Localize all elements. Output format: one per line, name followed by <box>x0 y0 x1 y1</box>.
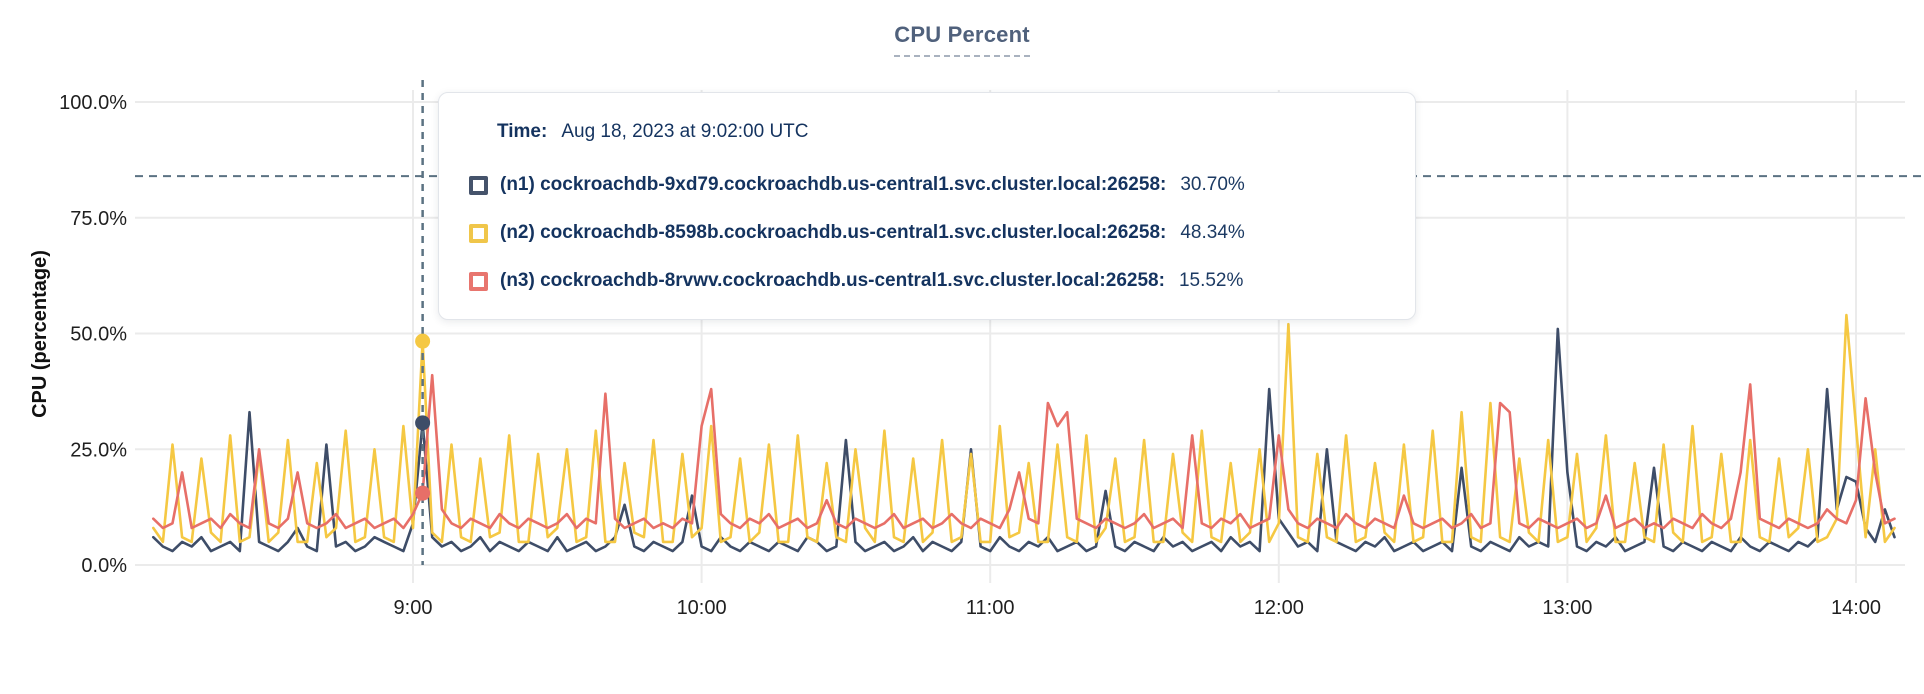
x-tick-label: 11:00 <box>966 597 1015 619</box>
x-tick-label: 10:00 <box>677 597 727 619</box>
tooltip-row-label: (n2) cockroachdb-8598b.cockroachdb.us-ce… <box>500 222 1167 243</box>
y-tick-label: 100.0% <box>59 92 127 114</box>
y-tick-label: 25.0% <box>70 439 127 461</box>
cursor-dot-n1 <box>415 415 431 431</box>
x-tick-label: 14:00 <box>1831 597 1881 619</box>
hover-tooltip: Time: Aug 18, 2023 at 9:02:00 UTC (n1) co… <box>438 92 1416 320</box>
tooltip-row-value: 30.70% <box>1180 174 1245 195</box>
tooltip-row-value: 48.34% <box>1180 222 1245 243</box>
x-tick-label: 13:00 <box>1542 597 1592 619</box>
series-swatch-n3-icon <box>469 271 488 291</box>
tooltip-row-n2: (n2) cockroachdb-8598b.cockroachdb.us-ce… <box>469 209 1415 257</box>
tooltip-time-value: Aug 18, 2023 at 9:02:00 UTC <box>561 121 809 142</box>
x-tick-label: 12:00 <box>1254 597 1304 619</box>
tooltip-time-row: Time: Aug 18, 2023 at 9:02:00 UTC <box>497 121 1415 143</box>
y-tick-label: 50.0% <box>70 324 127 346</box>
tooltip-row-value: 15.52% <box>1178 270 1244 291</box>
y-tick-label: 75.0% <box>70 208 127 230</box>
tooltip-row-n1: (n1) cockroachdb-9xd79.cockroachdb.us-ce… <box>469 161 1415 209</box>
y-tick-label: 0.0% <box>81 555 127 577</box>
chart-title-wrap: CPU Percent <box>0 22 1924 57</box>
cursor-dot-n2 <box>415 333 431 349</box>
chart-title[interactable]: CPU Percent <box>894 22 1030 57</box>
tooltip-time-label: Time: <box>497 121 548 142</box>
tooltip-row-label: (n1) cockroachdb-9xd79.cockroachdb.us-ce… <box>500 174 1167 195</box>
cursor-dot-n3 <box>415 485 431 501</box>
tooltip-row-n3: (n3) cockroachdb-8rvwv.cockroachdb.us-ce… <box>469 257 1415 305</box>
series-line-n1 <box>152 327 1896 553</box>
series-swatch-n1-icon <box>469 175 488 195</box>
series-swatch-n2-icon <box>469 223 488 243</box>
y-axis-title: CPU (percentage) <box>29 250 51 418</box>
x-tick-label: 9:00 <box>394 597 433 619</box>
series-line-n3 <box>152 373 1896 530</box>
tooltip-row-label: (n3) cockroachdb-8rvwv.cockroachdb.us-ce… <box>500 270 1165 291</box>
tooltip-series-rows: (n1) cockroachdb-9xd79.cockroachdb.us-ce… <box>469 161 1415 305</box>
